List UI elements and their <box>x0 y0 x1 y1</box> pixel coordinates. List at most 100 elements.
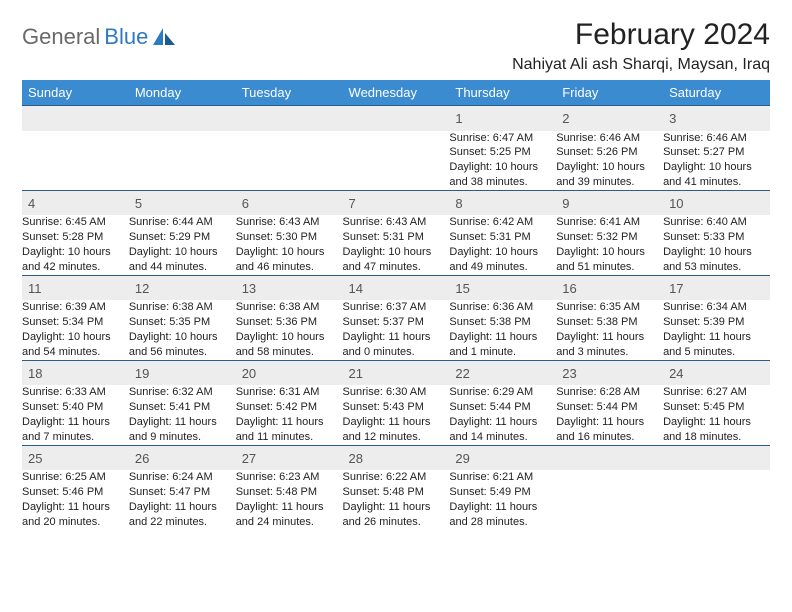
daydata-row: Sunrise: 6:25 AMSunset: 5:46 PMDaylight:… <box>22 470 770 529</box>
day-number-cell <box>663 445 770 470</box>
sunset-line: Sunset: 5:37 PM <box>343 315 450 330</box>
day-data-cell: Sunrise: 6:30 AMSunset: 5:43 PMDaylight:… <box>343 385 450 445</box>
day-number: 13 <box>236 276 343 301</box>
daylight-line: Daylight: 10 hours and 53 minutes. <box>663 245 770 275</box>
sunrise-line: Sunrise: 6:42 AM <box>449 215 556 230</box>
sunset-line: Sunset: 5:41 PM <box>129 400 236 415</box>
sunrise-line: Sunrise: 6:40 AM <box>663 215 770 230</box>
sunset-line: Sunset: 5:38 PM <box>449 315 556 330</box>
day-number-cell: 3 <box>663 106 770 131</box>
day-number: 22 <box>449 361 556 386</box>
day-number-cell: 9 <box>556 190 663 215</box>
logo-sail-icon <box>153 28 175 46</box>
day-number: 17 <box>663 276 770 301</box>
day-number: 18 <box>22 361 129 386</box>
day-number-cell: 12 <box>129 275 236 300</box>
day-data-cell: Sunrise: 6:38 AMSunset: 5:36 PMDaylight:… <box>236 300 343 360</box>
day-number-cell: 24 <box>663 360 770 385</box>
day-data-cell: Sunrise: 6:22 AMSunset: 5:48 PMDaylight:… <box>343 470 450 529</box>
sunrise-line: Sunrise: 6:43 AM <box>343 215 450 230</box>
day-number-cell: 26 <box>129 445 236 470</box>
calendar-header-row: SundayMondayTuesdayWednesdayThursdayFrid… <box>22 80 770 106</box>
sunrise-line: Sunrise: 6:22 AM <box>343 470 450 485</box>
daylight-line: Daylight: 10 hours and 54 minutes. <box>22 330 129 360</box>
sunset-line: Sunset: 5:38 PM <box>556 315 663 330</box>
day-number: 28 <box>343 446 450 471</box>
daylight-line: Daylight: 10 hours and 39 minutes. <box>556 160 663 190</box>
daylight-line: Daylight: 11 hours and 22 minutes. <box>129 500 236 530</box>
daylight-line: Daylight: 10 hours and 58 minutes. <box>236 330 343 360</box>
day-number-cell <box>556 445 663 470</box>
daylight-line: Daylight: 11 hours and 5 minutes. <box>663 330 770 360</box>
day-number: 25 <box>22 446 129 471</box>
weekday-header: Saturday <box>663 80 770 106</box>
day-number-cell: 5 <box>129 190 236 215</box>
day-number: 2 <box>556 106 663 131</box>
daydata-row: Sunrise: 6:39 AMSunset: 5:34 PMDaylight:… <box>22 300 770 360</box>
day-number-cell: 25 <box>22 445 129 470</box>
weekday-header: Monday <box>129 80 236 106</box>
day-number: 14 <box>343 276 450 301</box>
daylight-line: Daylight: 11 hours and 20 minutes. <box>22 500 129 530</box>
day-number: 6 <box>236 191 343 216</box>
sunrise-line: Sunrise: 6:43 AM <box>236 215 343 230</box>
sunrise-line: Sunrise: 6:44 AM <box>129 215 236 230</box>
daynum-row: 11121314151617 <box>22 275 770 300</box>
day-data-cell: Sunrise: 6:29 AMSunset: 5:44 PMDaylight:… <box>449 385 556 445</box>
sunset-line: Sunset: 5:40 PM <box>22 400 129 415</box>
day-number: 12 <box>129 276 236 301</box>
sunrise-line: Sunrise: 6:33 AM <box>22 385 129 400</box>
day-number-cell: 11 <box>22 275 129 300</box>
day-data-cell: Sunrise: 6:34 AMSunset: 5:39 PMDaylight:… <box>663 300 770 360</box>
sunset-line: Sunset: 5:48 PM <box>343 485 450 500</box>
day-number-cell: 15 <box>449 275 556 300</box>
day-number: 23 <box>556 361 663 386</box>
day-number: 8 <box>449 191 556 216</box>
day-number: 9 <box>556 191 663 216</box>
day-number: 19 <box>129 361 236 386</box>
logo: GeneralBlue <box>22 18 175 50</box>
day-number-cell <box>129 106 236 131</box>
day-number-cell: 22 <box>449 360 556 385</box>
calendar-table: SundayMondayTuesdayWednesdayThursdayFrid… <box>22 80 770 530</box>
day-number-cell: 20 <box>236 360 343 385</box>
day-number: 4 <box>22 191 129 216</box>
day-data-cell <box>22 131 129 191</box>
day-data-cell: Sunrise: 6:21 AMSunset: 5:49 PMDaylight:… <box>449 470 556 529</box>
daylight-line: Daylight: 11 hours and 14 minutes. <box>449 415 556 445</box>
daylight-line: Daylight: 10 hours and 51 minutes. <box>556 245 663 275</box>
day-number: 26 <box>129 446 236 471</box>
day-data-cell <box>556 470 663 529</box>
day-data-cell <box>663 470 770 529</box>
day-data-cell <box>236 131 343 191</box>
daynum-row: 2526272829 <box>22 445 770 470</box>
daylight-line: Daylight: 11 hours and 24 minutes. <box>236 500 343 530</box>
day-number-empty <box>663 446 770 471</box>
sunset-line: Sunset: 5:35 PM <box>129 315 236 330</box>
day-data-cell: Sunrise: 6:43 AMSunset: 5:31 PMDaylight:… <box>343 215 450 275</box>
daylight-line: Daylight: 10 hours and 42 minutes. <box>22 245 129 275</box>
day-number-empty <box>343 106 450 131</box>
daylight-line: Daylight: 10 hours and 38 minutes. <box>449 160 556 190</box>
sunrise-line: Sunrise: 6:28 AM <box>556 385 663 400</box>
day-data-cell: Sunrise: 6:40 AMSunset: 5:33 PMDaylight:… <box>663 215 770 275</box>
sunset-line: Sunset: 5:34 PM <box>22 315 129 330</box>
day-data-cell: Sunrise: 6:47 AMSunset: 5:25 PMDaylight:… <box>449 131 556 191</box>
sunrise-line: Sunrise: 6:23 AM <box>236 470 343 485</box>
daydata-row: Sunrise: 6:47 AMSunset: 5:25 PMDaylight:… <box>22 131 770 191</box>
day-data-cell: Sunrise: 6:45 AMSunset: 5:28 PMDaylight:… <box>22 215 129 275</box>
daylight-line: Daylight: 10 hours and 41 minutes. <box>663 160 770 190</box>
sunrise-line: Sunrise: 6:24 AM <box>129 470 236 485</box>
day-number-cell: 1 <box>449 106 556 131</box>
day-number-cell: 23 <box>556 360 663 385</box>
day-number-cell: 8 <box>449 190 556 215</box>
day-data-cell: Sunrise: 6:36 AMSunset: 5:38 PMDaylight:… <box>449 300 556 360</box>
logo-text-general: General <box>22 24 100 50</box>
sunset-line: Sunset: 5:46 PM <box>22 485 129 500</box>
day-data-cell <box>343 131 450 191</box>
sunrise-line: Sunrise: 6:46 AM <box>663 131 770 146</box>
day-number-cell: 27 <box>236 445 343 470</box>
weekday-header: Wednesday <box>343 80 450 106</box>
daynum-row: 123 <box>22 106 770 131</box>
daylight-line: Daylight: 11 hours and 3 minutes. <box>556 330 663 360</box>
